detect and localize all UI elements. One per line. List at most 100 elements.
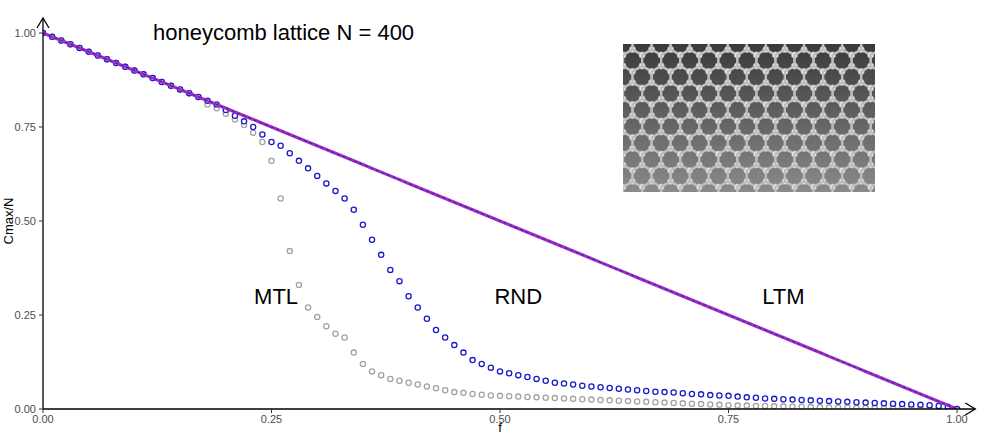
series-point: [470, 358, 475, 363]
series-point: [808, 405, 813, 409]
series-point: [762, 396, 767, 401]
series-point: [388, 376, 393, 381]
series-point: [424, 384, 429, 389]
series-point: [424, 316, 429, 321]
series-point: [698, 402, 703, 407]
series-point: [324, 181, 329, 186]
y-axis-arrow: [37, 18, 49, 28]
series-point: [744, 403, 749, 408]
series-point: [616, 386, 621, 391]
series-point: [397, 378, 402, 383]
series-point: [287, 248, 292, 253]
series-point: [708, 402, 713, 407]
y-tick-label: 0.25: [15, 309, 36, 321]
series-point: [488, 393, 493, 398]
series-point: [525, 394, 530, 399]
series-point: [808, 398, 813, 403]
series-point: [735, 403, 740, 408]
series-point: [269, 158, 274, 163]
series-point: [790, 397, 795, 402]
series-point: [653, 400, 658, 405]
series-point: [589, 384, 594, 389]
inset-hexagon: [871, 182, 875, 193]
series-point: [671, 390, 676, 395]
series-point: [836, 399, 841, 404]
series-point: [543, 378, 548, 383]
x-axis-line: [43, 408, 975, 409]
series-point: [479, 361, 484, 366]
series-point: [799, 397, 804, 402]
series-point: [305, 166, 310, 171]
series-point: [360, 222, 365, 227]
series-point: [580, 397, 585, 402]
series-point: [552, 380, 557, 385]
series-point: [516, 373, 521, 378]
series-point: [890, 401, 895, 406]
series-point: [671, 400, 676, 405]
series-point: [507, 394, 512, 399]
chart: 0.000.250.500.751.000.000.250.500.751.00…: [0, 0, 987, 436]
inset-lattice: [623, 44, 875, 192]
series-point: [534, 376, 539, 381]
series-point: [580, 383, 585, 388]
series-point: [772, 396, 777, 401]
x-tick-label: 0.75: [718, 413, 739, 425]
y-tick: [39, 127, 43, 128]
inset-image: [594, 17, 912, 237]
series-point: [333, 188, 338, 193]
series-point: [452, 389, 457, 394]
series-point: [854, 400, 859, 405]
series-point: [287, 151, 292, 156]
series-point: [488, 365, 493, 370]
series-point: [680, 391, 685, 396]
series-point: [443, 388, 448, 393]
series-point: [589, 397, 594, 402]
series-point: [443, 335, 448, 340]
series-point: [635, 399, 640, 404]
y-tick: [39, 409, 43, 410]
series-line-overlay: [43, 33, 957, 409]
series-point: [772, 404, 777, 409]
series-point: [379, 252, 384, 257]
series-point: [744, 395, 749, 400]
series-point: [635, 388, 640, 393]
series-point: [781, 397, 786, 402]
series-point: [625, 399, 630, 404]
series-point: [644, 388, 649, 393]
series-point: [534, 395, 539, 400]
series-point: [662, 389, 667, 394]
series-point: [406, 294, 411, 299]
series-point: [324, 324, 329, 329]
series-line: [43, 33, 957, 409]
series-point: [360, 361, 365, 366]
series-point: [260, 132, 265, 137]
series-point: [497, 393, 502, 398]
y-tick: [39, 315, 43, 316]
series-point: [845, 399, 850, 404]
series-point: [470, 391, 475, 396]
inset-background: [623, 44, 875, 192]
series-point: [900, 402, 905, 407]
series-point: [918, 402, 923, 407]
series-point: [415, 382, 420, 387]
series-point: [251, 124, 256, 129]
series-point: [342, 335, 347, 340]
series-point: [607, 398, 612, 403]
series-point: [296, 158, 301, 163]
series-point: [406, 380, 411, 385]
marks: [43, 30, 960, 409]
series-point: [781, 404, 786, 409]
series-point: [607, 385, 612, 390]
series-point: [726, 393, 731, 398]
y-tick: [39, 221, 43, 222]
title: honeycomb lattice N = 400: [153, 20, 414, 45]
series-point: [251, 130, 256, 135]
series-point: [561, 396, 566, 401]
series-point: [863, 400, 868, 405]
series-point: [689, 391, 694, 396]
series-point: [817, 398, 822, 403]
y-tick-label: 0.50: [15, 215, 36, 227]
series-point: [516, 394, 521, 399]
series-point: [351, 207, 356, 212]
series-point: [625, 387, 630, 392]
